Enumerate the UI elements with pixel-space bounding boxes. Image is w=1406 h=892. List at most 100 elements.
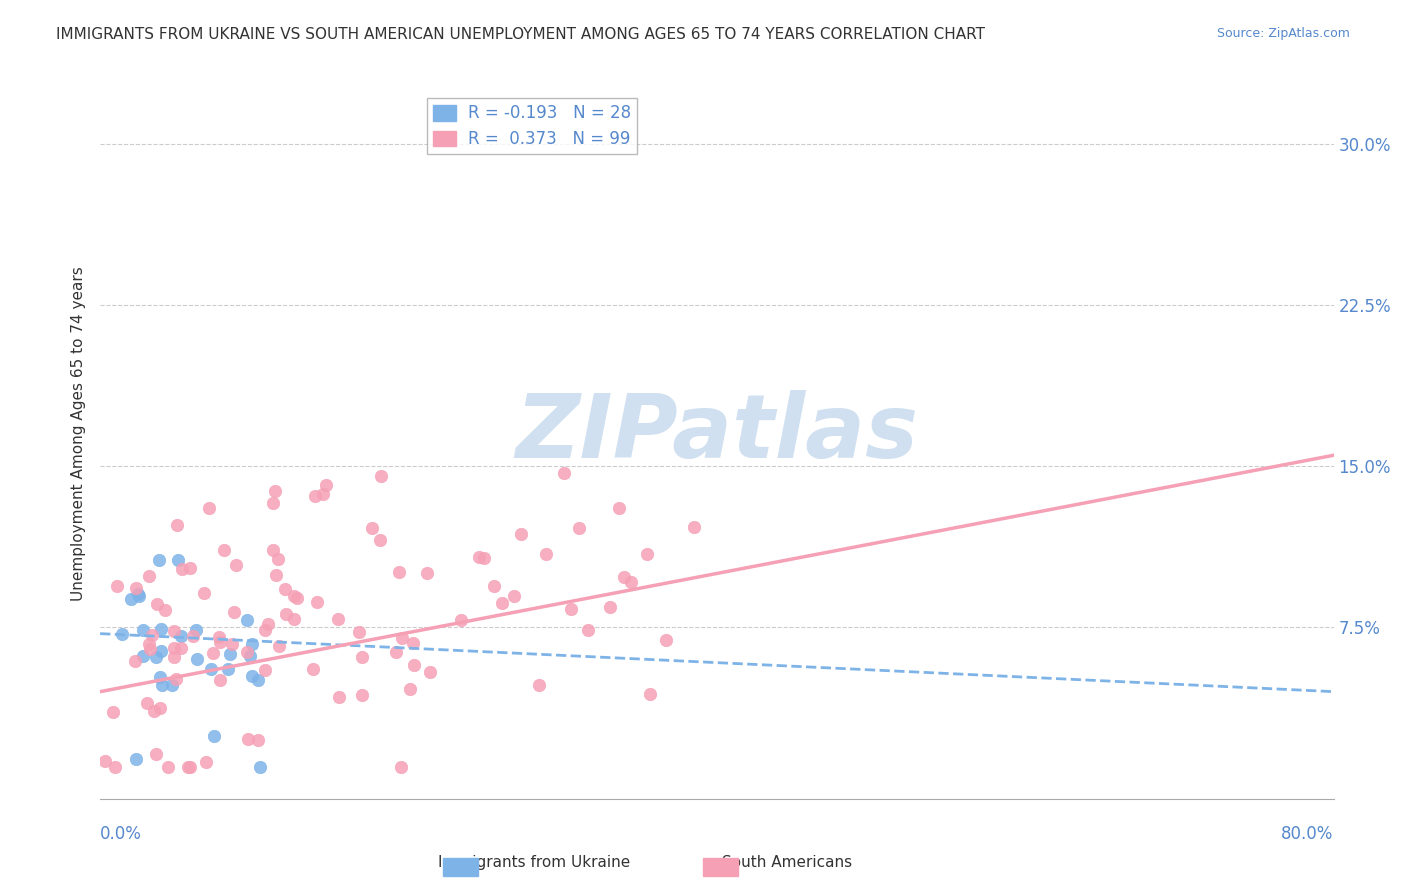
Point (224, 605, 246, 619)
Point (240, 669, 263, 683)
Point (620, 575, 643, 590)
Text: IMMIGRANTS FROM UKRAINE VS SOUTH AMERICAN UNEMPLOYMENT AMONG AGES 65 TO 74 YEARS: IMMIGRANTS FROM UKRAINE VS SOUTH AMERICA… (56, 27, 986, 42)
Point (198, 501, 221, 516)
Point (249, 760, 271, 774)
Point (101, 705, 124, 719)
Point (127, 587, 149, 601)
Point (221, 637, 243, 651)
Point (170, 629, 193, 643)
Point (683, 520, 706, 534)
Point (283, 612, 305, 626)
Point (347, 625, 370, 640)
Point (607, 500, 630, 515)
Point (165, 672, 187, 686)
Point (388, 565, 411, 579)
Point (94, 754, 117, 768)
Point (162, 678, 184, 692)
Point (315, 477, 337, 491)
Point (247, 673, 270, 687)
Point (416, 566, 439, 580)
Point (613, 570, 636, 584)
Point (267, 551, 290, 566)
Point (246, 732, 269, 747)
Point (135, 696, 157, 710)
Point (399, 681, 422, 696)
Point (138, 637, 160, 651)
Point (218, 647, 240, 661)
Point (236, 613, 259, 627)
Point (560, 602, 582, 616)
Point (285, 591, 308, 605)
Point (186, 652, 208, 666)
Point (312, 487, 335, 501)
Point (509, 526, 531, 541)
Point (208, 630, 231, 644)
Point (148, 553, 170, 567)
Point (209, 673, 232, 687)
Point (236, 645, 259, 659)
Point (267, 640, 290, 654)
Point (150, 678, 173, 692)
Point (655, 633, 678, 648)
Point (156, 760, 179, 774)
Point (264, 567, 287, 582)
Point (149, 670, 172, 684)
Text: Source: ZipAtlas.com: Source: ZipAtlas.com (1216, 27, 1350, 40)
Point (141, 628, 163, 642)
Point (225, 558, 247, 572)
Point (276, 607, 298, 621)
Point (262, 543, 284, 558)
Point (503, 589, 526, 603)
Point (304, 489, 326, 503)
Text: Immigrants from Ukraine: Immigrants from Ukraine (439, 855, 630, 870)
Point (636, 547, 658, 561)
Text: 0.0%: 0.0% (100, 825, 142, 843)
Point (104, 760, 127, 774)
Point (240, 637, 263, 651)
Point (170, 640, 193, 655)
Point (283, 589, 305, 603)
Point (124, 654, 146, 668)
Point (125, 752, 148, 766)
Point (638, 687, 661, 701)
Text: 80.0%: 80.0% (1281, 825, 1333, 843)
Point (274, 582, 297, 596)
Point (193, 586, 215, 600)
Point (163, 624, 186, 639)
Point (360, 521, 382, 535)
Point (370, 469, 392, 483)
Point (132, 649, 155, 664)
Point (150, 644, 173, 658)
Text: South Americans: South Americans (723, 855, 852, 870)
Point (132, 624, 155, 638)
Point (370, 533, 392, 547)
Point (166, 518, 188, 533)
Point (472, 550, 495, 565)
Point (389, 760, 412, 774)
Point (534, 548, 557, 562)
Point (179, 560, 201, 574)
Point (194, 755, 217, 769)
Point (527, 678, 550, 692)
Point (568, 521, 591, 535)
Point (307, 595, 329, 609)
Point (212, 543, 235, 558)
Legend: R = -0.193   N = 28, R =  0.373   N = 99: R = -0.193 N = 28, R = 0.373 N = 99 (426, 98, 637, 154)
Text: ZIPatlas: ZIPatlas (516, 391, 918, 477)
Point (170, 562, 193, 576)
Point (254, 663, 277, 677)
Point (149, 701, 172, 715)
Point (482, 579, 505, 593)
Point (184, 623, 207, 637)
Point (350, 649, 373, 664)
Point (143, 705, 166, 719)
Point (328, 612, 350, 626)
Point (256, 616, 278, 631)
Point (166, 553, 188, 567)
Point (404, 657, 426, 672)
Point (402, 636, 425, 650)
Point (302, 662, 325, 676)
Point (328, 690, 350, 704)
Point (153, 603, 176, 617)
Point (553, 467, 575, 481)
